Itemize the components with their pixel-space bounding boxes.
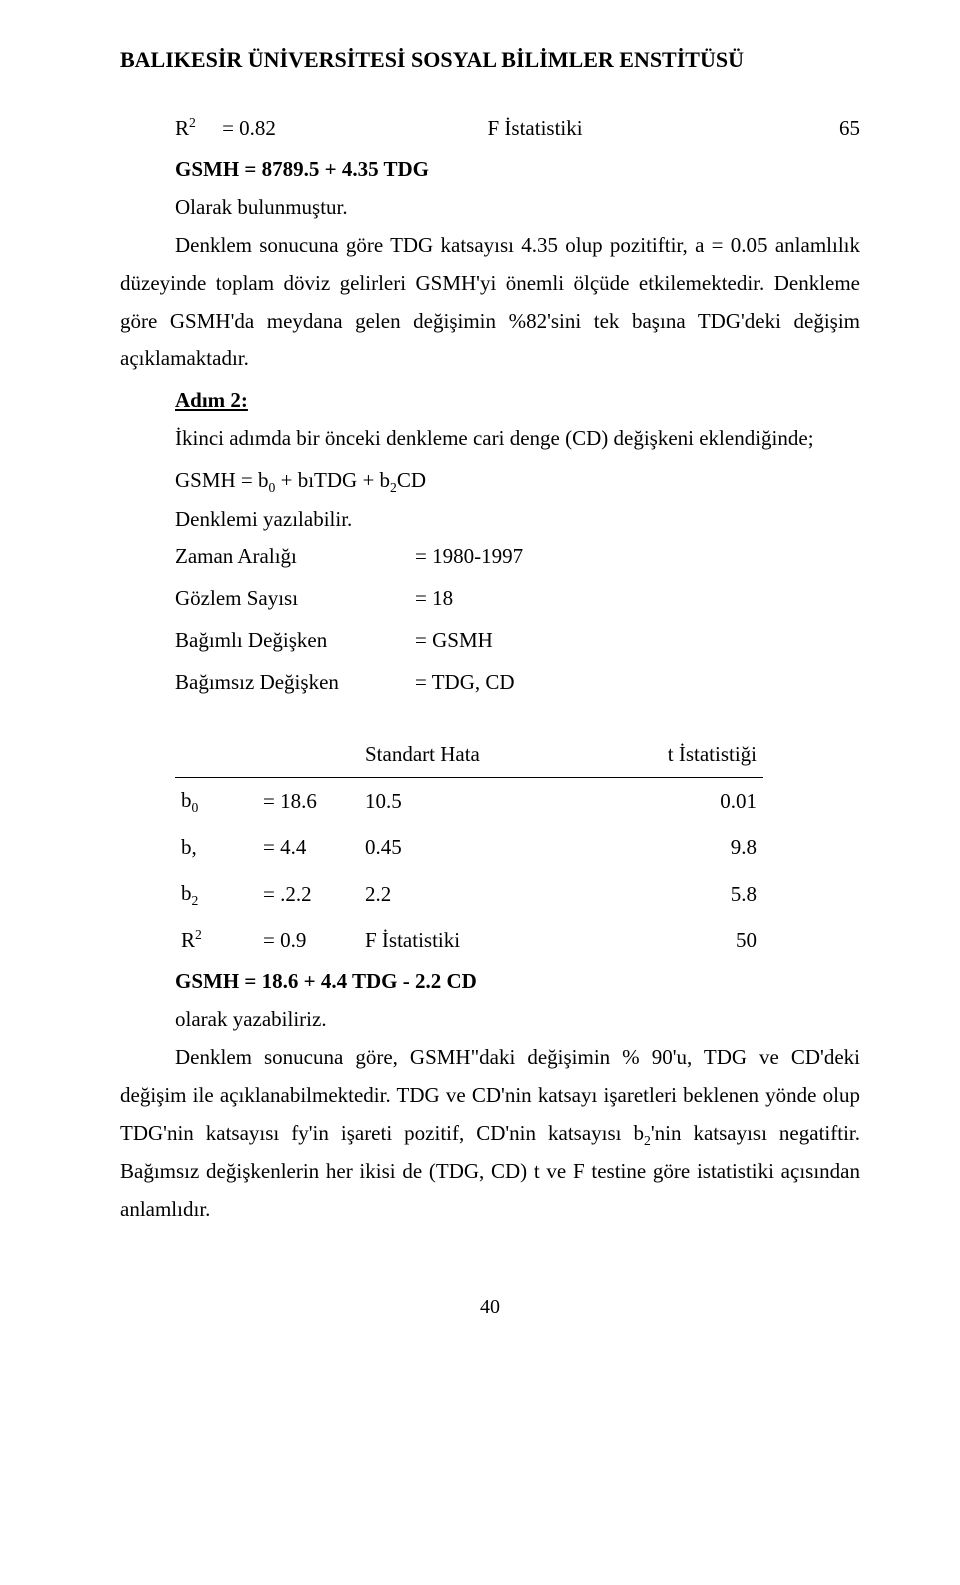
step-2-intro: İkinci adımda bir önceki denkleme cari d… bbox=[120, 420, 860, 458]
kv-dependent-var: Bağımlı Değişken = GSMH bbox=[175, 622, 860, 660]
superscript-2: 2 bbox=[189, 115, 196, 130]
document-page: BALIKESİR ÜNİVERSİTESİ SOSYAL BİLİMLER E… bbox=[0, 0, 960, 1385]
b2-sub: 2 bbox=[192, 893, 199, 908]
r2-symbol: R bbox=[181, 928, 195, 952]
b0-symbol: b bbox=[181, 788, 192, 812]
eq2-part3: CD bbox=[397, 468, 426, 492]
f-stat-value: 65 bbox=[780, 110, 860, 148]
r-squared-label: R2 = 0.82 bbox=[175, 110, 395, 148]
kv-dep-key: Bağımlı Değişken bbox=[175, 622, 415, 660]
b1-se: 0.45 bbox=[359, 825, 621, 871]
header-t-statistic: t İstatistiği bbox=[621, 732, 763, 778]
eq2-sub2: 2 bbox=[390, 480, 397, 495]
b1-symbol: b, bbox=[181, 835, 197, 859]
stats-row-b1: b, = 4.4 0.45 9.8 bbox=[175, 825, 763, 871]
r2-eq: = 0.9 bbox=[257, 918, 359, 964]
equation-line-1: GSMH = 8789.5 + 4.35 TDG bbox=[175, 151, 860, 189]
r2-sup: 2 bbox=[195, 927, 202, 942]
r-symbol: R bbox=[175, 116, 189, 140]
can-write-text: olarak yazabiliriz. bbox=[175, 1001, 860, 1039]
kv-time-key: Zaman Aralığı bbox=[175, 538, 415, 576]
stats-row-b0: b0 = 18.6 10.5 0.01 bbox=[175, 778, 763, 825]
stats-row-b2: b2 = .2.2 2.2 5.8 bbox=[175, 871, 763, 918]
r2-flabel: F İstatistiki bbox=[359, 918, 621, 964]
b1-eq: = 4.4 bbox=[257, 825, 359, 871]
concl-sub: 2 bbox=[644, 1133, 651, 1148]
b0-t: 0.01 bbox=[621, 778, 763, 825]
stats-header-row: Standart Hata t İstatistiği bbox=[175, 732, 763, 778]
page-number: 40 bbox=[120, 1289, 860, 1325]
kv-obs-val: = 18 bbox=[415, 580, 453, 618]
r2-fval: 50 bbox=[621, 918, 763, 964]
eq2-part2: + bıTDG + b bbox=[275, 468, 390, 492]
stats-body: b0 = 18.6 10.5 0.01 b, = 4.4 0.45 9.8 b2… bbox=[175, 778, 763, 964]
kv-observations: Gözlem Sayısı = 18 bbox=[175, 580, 860, 618]
page-header: BALIKESİR ÜNİVERSİTESİ SOSYAL BİLİMLER E… bbox=[120, 40, 860, 80]
eq2-part1: GSMH = b bbox=[175, 468, 269, 492]
stats-table: Standart Hata t İstatistiği b0 = 18.6 10… bbox=[175, 732, 860, 964]
kv-time-val: = 1980-1997 bbox=[415, 538, 523, 576]
b0-se: 10.5 bbox=[359, 778, 621, 825]
step-2-title: Adım 2: bbox=[175, 382, 860, 420]
b0-eq: = 18.6 bbox=[257, 778, 359, 825]
can-be-written: Denklemi yazılabilir. bbox=[175, 501, 860, 539]
b1-t: 9.8 bbox=[621, 825, 763, 871]
header-standard-error: Standart Hata bbox=[359, 732, 621, 778]
kv-ind-key: Bağımsız Değişken bbox=[175, 664, 415, 702]
b2-eq: = .2.2 bbox=[257, 871, 359, 918]
stat-row-r-f: R2 = 0.82 F İstatistiki 65 bbox=[175, 110, 860, 148]
equation-line-3: GSMH = 18.6 + 4.4 TDG - 2.2 CD bbox=[175, 963, 860, 1001]
found-as-text: Olarak bulunmuştur. bbox=[175, 189, 860, 227]
b2-symbol: b bbox=[181, 881, 192, 905]
b0-sub: 0 bbox=[192, 801, 199, 816]
kv-dep-val: = GSMH bbox=[415, 622, 493, 660]
conclusion-paragraph: Denklem sonucuna göre, GSMH"daki değişim… bbox=[120, 1039, 860, 1229]
b2-se: 2.2 bbox=[359, 871, 621, 918]
b2-t: 5.8 bbox=[621, 871, 763, 918]
kv-independent-var: Bağımsız Değişken = TDG, CD bbox=[175, 664, 860, 702]
kv-obs-key: Gözlem Sayısı bbox=[175, 580, 415, 618]
paragraph-1: Denklem sonucuna göre TDG katsayısı 4.35… bbox=[120, 227, 860, 378]
kv-ind-val: = TDG, CD bbox=[415, 664, 515, 702]
f-stat-label: F İstatistiki bbox=[488, 110, 688, 148]
r-value: = 0.82 bbox=[222, 116, 276, 140]
stats-row-r2: R2 = 0.9 F İstatistiki 50 bbox=[175, 918, 763, 964]
kv-time-range: Zaman Aralığı = 1980-1997 bbox=[175, 538, 860, 576]
equation-line-2: GSMH = b0 + bıTDG + b2CD bbox=[175, 462, 860, 501]
